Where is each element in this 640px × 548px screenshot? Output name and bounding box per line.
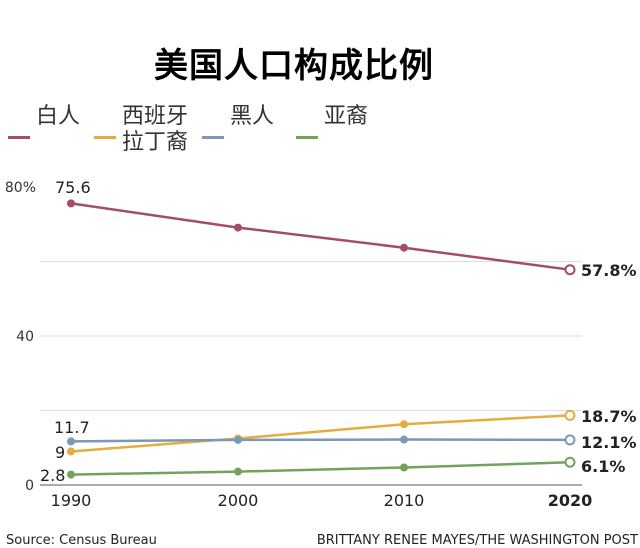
chart-title: 美国人口构成比例 — [154, 46, 434, 86]
legend-item-asian: 亚裔 — [296, 104, 368, 139]
y-tick-label: 0 — [25, 478, 34, 494]
legend-item-white: 白人 — [8, 104, 80, 139]
legend-swatch-hispanic — [94, 136, 116, 139]
legend-label-black: 黑人 — [230, 104, 275, 129]
series-line-hispanic — [70, 414, 571, 453]
series-line-asian — [70, 461, 571, 476]
legend-swatch-white — [8, 136, 30, 139]
data-point-white — [67, 199, 75, 208]
data-point-asian — [400, 463, 408, 472]
x-tick-label: 2000 — [218, 491, 259, 510]
legend-item-hispanic: 西班牙 拉丁裔 — [94, 104, 188, 156]
legend-label-asian: 亚裔 — [324, 104, 369, 129]
start-label-asian: 2.8 — [40, 466, 65, 485]
legend-item-black: 黑人 — [202, 104, 274, 139]
data-point-hispanic — [564, 409, 576, 421]
data-point-white — [234, 223, 242, 232]
y-tick-label: 80% — [5, 180, 36, 196]
y-tick-label: 40 — [16, 329, 34, 345]
legend-label-hispanic: 西班牙 拉丁裔 — [122, 104, 189, 155]
legend: 白人 西班牙 拉丁裔 黑人 亚裔 — [0, 104, 640, 174]
legend-swatch-black — [202, 136, 224, 139]
end-label-white: 57.8% — [581, 261, 637, 280]
legend-label-white: 白人 — [36, 104, 81, 129]
data-point-white — [564, 264, 576, 276]
x-tick-label: 2020 — [548, 491, 593, 510]
series-line-black — [70, 438, 571, 443]
start-label-white: 75.6 — [55, 178, 91, 197]
credit-note: BRITTANY RENEE MAYES/THE WASHINGTON POST — [316, 533, 638, 548]
data-point-asian — [234, 467, 242, 476]
start-label-black: 11.7 — [54, 418, 90, 437]
x-tick-label: 1990 — [51, 491, 92, 510]
end-label-asian: 6.1% — [581, 457, 625, 476]
data-point-white — [400, 243, 408, 252]
x-tick-label: 2010 — [384, 491, 425, 510]
data-point-black — [234, 435, 242, 444]
data-point-black — [400, 435, 408, 444]
data-point-black — [564, 434, 576, 446]
start-label-hispanic: 9 — [55, 443, 65, 462]
source-note: Source: Census Bureau — [6, 533, 157, 548]
end-label-hispanic: 18.7% — [581, 407, 637, 426]
data-point-asian — [67, 470, 75, 479]
series-line-white — [70, 202, 571, 271]
legend-swatch-asian — [296, 136, 318, 139]
data-point-hispanic — [67, 447, 75, 456]
data-point-hispanic — [400, 420, 408, 429]
end-label-black: 12.1% — [581, 433, 637, 452]
data-point-black — [67, 437, 75, 446]
data-point-asian — [564, 456, 576, 468]
